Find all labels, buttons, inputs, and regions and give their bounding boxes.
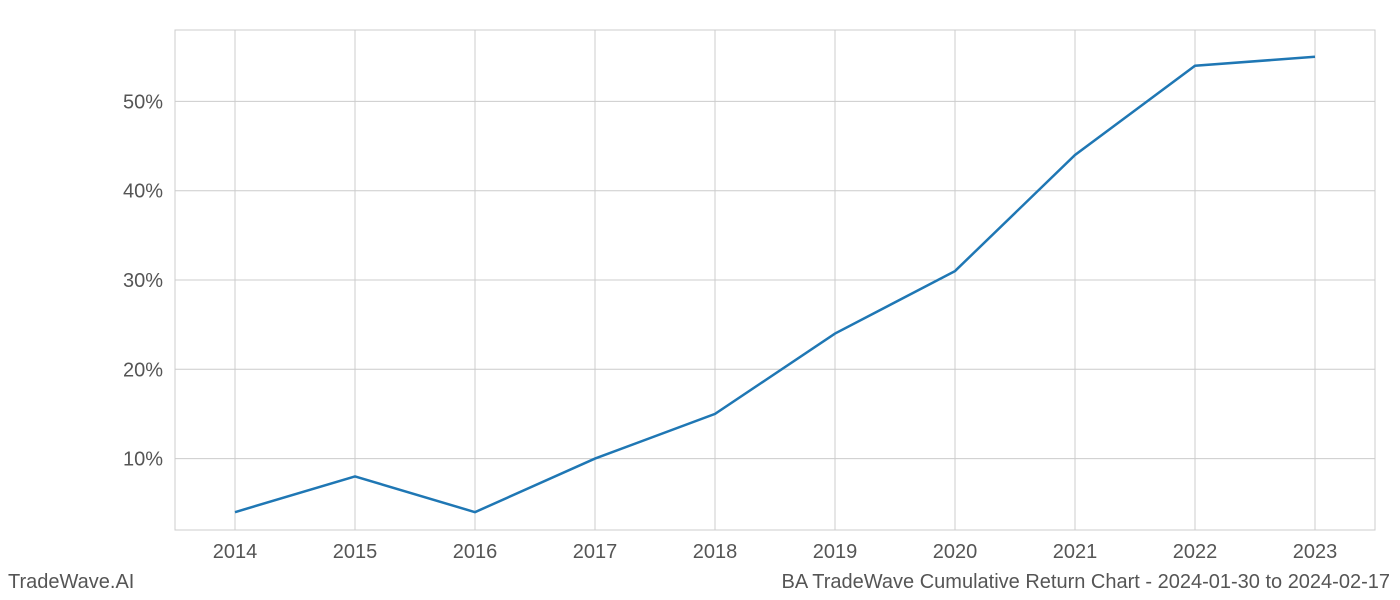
- footer-right-label: BA TradeWave Cumulative Return Chart - 2…: [782, 571, 1390, 594]
- x-tick-label: 2019: [813, 541, 858, 563]
- x-tick-label: 2017: [573, 541, 618, 563]
- footer-left-label: TradeWave.AI: [8, 571, 134, 594]
- x-tick-label: 2023: [1293, 541, 1338, 563]
- y-tick-label: 10%: [123, 449, 163, 471]
- data-series-line: [235, 57, 1315, 512]
- x-tick-label: 2014: [213, 541, 258, 563]
- x-tick-label: 2016: [453, 541, 498, 563]
- x-tick-label: 2022: [1173, 541, 1218, 563]
- x-tick-label: 2020: [933, 541, 978, 563]
- x-tick-label: 2021: [1053, 541, 1098, 563]
- x-tick-label: 2018: [693, 541, 738, 563]
- chart-container: 10% 20% 30% 40% 50% 2014 2015 2016 2017 2018 2019 2…: [0, 0, 1400, 600]
- y-tick-label: 30%: [123, 270, 163, 292]
- x-tick-label: 2015: [333, 541, 378, 563]
- line-chart: 10% 20% 30% 40% 50% 2014 2015 2016 2017 2018 2019 2…: [0, 0, 1400, 600]
- y-tick-label: 20%: [123, 359, 163, 381]
- y-tick-label: 40%: [123, 181, 163, 203]
- y-tick-label: 50%: [123, 91, 163, 113]
